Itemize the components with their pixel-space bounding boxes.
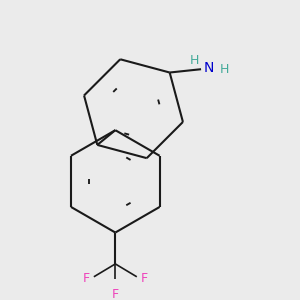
- Text: H: H: [220, 63, 229, 76]
- Text: N: N: [204, 61, 214, 75]
- Text: H: H: [190, 54, 199, 67]
- Text: F: F: [83, 272, 90, 285]
- Text: F: F: [112, 288, 119, 300]
- Text: F: F: [140, 272, 148, 285]
